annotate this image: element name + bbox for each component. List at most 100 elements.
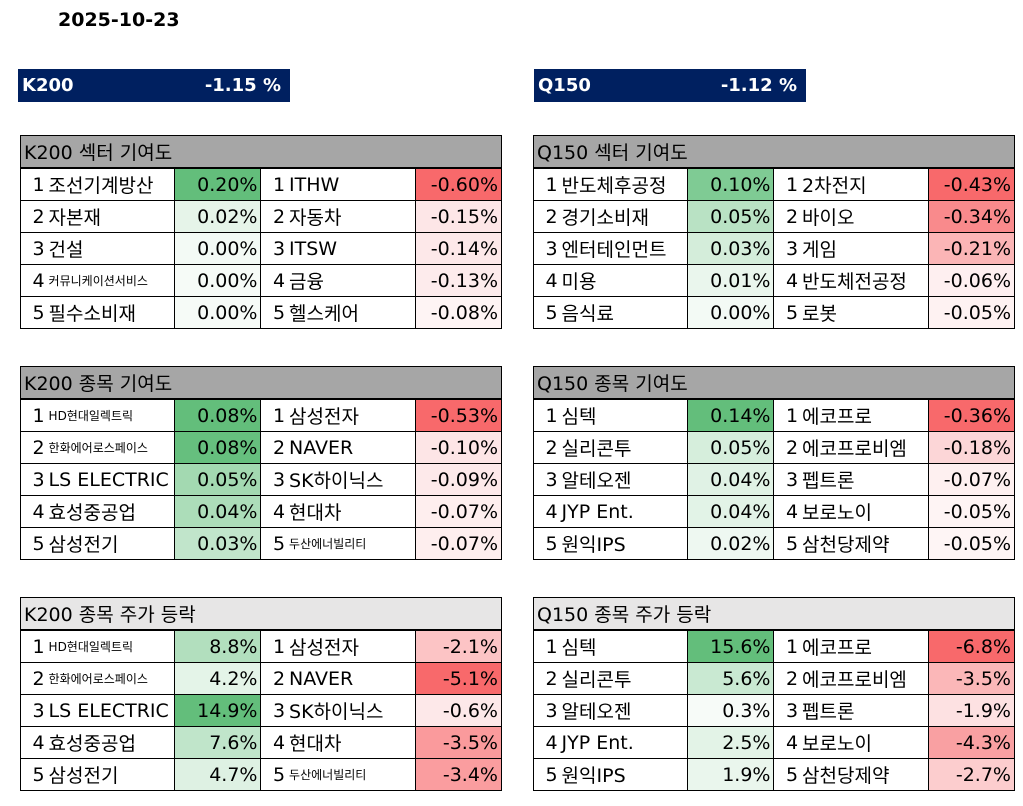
table-row: 1 조선기계방산 0.20% 1 ITHW -0.60% xyxy=(19,168,503,201)
rank-cell: 3 xyxy=(19,232,47,265)
gainer-value: 2.5% xyxy=(687,726,775,759)
gainer-name: 실리콘투 xyxy=(559,662,689,695)
contribution-block: Q150 섹터 기여도 1 반도체후공정 0.10% 1 2차전지 -0.43% 2 경기소비재… xyxy=(532,135,1016,329)
gainer-name: 효성중공업 xyxy=(46,726,176,759)
rank-cell: 4 xyxy=(532,495,560,528)
rank-cell: 4 xyxy=(773,726,801,759)
contribution-table: 1 HD현대일렉트릭 8.8% 1 삼성전자 -2.1% 2 한화에어로스페이스 4.2% 2 NA… xyxy=(19,630,503,791)
loser-value: -0.13% xyxy=(414,264,503,297)
rank-cell: 3 xyxy=(773,463,801,496)
gainer-value: 15.6% xyxy=(687,630,775,663)
gainer-value: 7.6% xyxy=(174,726,262,759)
contribution-block: K200 종목 기여도 1 HD현대일렉트릭 0.08% 1 삼성전자 -0.53% 2 한화에… xyxy=(19,366,503,560)
gainer-name: 원익IPS xyxy=(559,527,689,560)
loser-name: 자동차 xyxy=(287,200,416,233)
rank-cell: 1 xyxy=(532,399,560,432)
gainer-name: 한화에어로스페이스 xyxy=(46,431,176,464)
gainer-value: 0.08% xyxy=(174,399,262,432)
rank-cell: 1 xyxy=(532,168,560,201)
loser-name: ITHW xyxy=(287,168,416,201)
loser-value: -3.5% xyxy=(414,726,503,759)
gainer-value: 0.04% xyxy=(687,463,775,496)
table-row: 5 원익IPS 0.02% 5 삼천당제약 -0.05% xyxy=(532,527,1016,560)
loser-name: 펩트론 xyxy=(800,463,929,496)
table-row: 5 필수소비재 0.00% 5 헬스케어 -0.08% xyxy=(19,296,503,329)
table-row: 2 실리콘투 0.05% 2 에코프로비엠 -0.18% xyxy=(532,431,1016,464)
rank-cell: 2 xyxy=(19,200,47,233)
loser-value: -0.21% xyxy=(927,232,1016,265)
index-name: Q150 xyxy=(538,75,591,96)
contribution-table: 1 조선기계방산 0.20% 1 ITHW -0.60% 2 자본재 0.02% 2 자동차 -0.1… xyxy=(19,168,503,329)
loser-value: -0.6% xyxy=(414,694,503,727)
loser-name: 두산에너빌리티 xyxy=(287,758,416,791)
loser-name: 에코프로 xyxy=(800,399,929,432)
rank-cell: 1 xyxy=(532,630,560,663)
table-row: 1 HD현대일렉트릭 0.08% 1 삼성전자 -0.53% xyxy=(19,399,503,432)
rank-cell: 2 xyxy=(773,431,801,464)
rank-cell: 2 xyxy=(260,662,288,695)
table-row: 2 실리콘투 5.6% 2 에코프로비엠 -3.5% xyxy=(532,662,1016,695)
rank-cell: 5 xyxy=(532,758,560,791)
gainer-value: 5.6% xyxy=(687,662,775,695)
block-title: K200 종목 주가 등락 xyxy=(20,597,502,630)
gainer-name: 미용 xyxy=(559,264,689,297)
gainer-name: 알테오젠 xyxy=(559,694,689,727)
loser-value: -1.9% xyxy=(927,694,1016,727)
loser-value: -2.7% xyxy=(927,758,1016,791)
rank-cell: 2 xyxy=(532,200,560,233)
index-header-k200: K200 -1.15 % xyxy=(18,69,290,102)
gainer-value: 0.03% xyxy=(687,232,775,265)
rank-cell: 4 xyxy=(19,495,47,528)
gainer-value: 0.04% xyxy=(687,495,775,528)
loser-name: 삼성전자 xyxy=(287,630,416,663)
gainer-name: HD현대일렉트릭 xyxy=(46,399,176,432)
loser-name: 삼천당제약 xyxy=(800,527,929,560)
gainer-name: 필수소비재 xyxy=(46,296,176,329)
loser-name: NAVER xyxy=(287,431,416,464)
gainer-value: 8.8% xyxy=(174,630,262,663)
loser-name: 에코프로비엠 xyxy=(800,431,929,464)
loser-name: 보로노이 xyxy=(800,495,929,528)
block-title: K200 종목 기여도 xyxy=(20,366,502,399)
gainer-name: 삼성전기 xyxy=(46,527,176,560)
rank-cell: 5 xyxy=(19,527,47,560)
gainer-value: 14.9% xyxy=(174,694,262,727)
gainer-name: 음식료 xyxy=(559,296,689,329)
rank-cell: 2 xyxy=(532,662,560,695)
rank-cell: 1 xyxy=(773,399,801,432)
table-row: 4 JYP Ent. 2.5% 4 보로노이 -4.3% xyxy=(532,726,1016,759)
loser-value: -0.14% xyxy=(414,232,503,265)
contribution-block: Q150 종목 주가 등락 1 심텍 15.6% 1 에코프로 -6.8% 2 실리콘투 5.6%… xyxy=(532,597,1016,791)
loser-value: -0.06% xyxy=(927,264,1016,297)
rank-cell: 4 xyxy=(19,726,47,759)
loser-name: 바이오 xyxy=(800,200,929,233)
gainer-value: 0.00% xyxy=(687,296,775,329)
table-row: 3 엔터테인먼트 0.03% 3 게임 -0.21% xyxy=(532,232,1016,265)
loser-value: -0.10% xyxy=(414,431,503,464)
loser-name: 두산에너빌리티 xyxy=(287,527,416,560)
table-row: 5 삼성전기 4.7% 5 두산에너빌리티 -3.4% xyxy=(19,758,503,791)
loser-value: -6.8% xyxy=(927,630,1016,663)
rank-cell: 4 xyxy=(773,264,801,297)
rank-cell: 5 xyxy=(19,758,47,791)
gainer-name: 효성중공업 xyxy=(46,495,176,528)
loser-name: 삼성전자 xyxy=(287,399,416,432)
report-date: 2025-10-23 xyxy=(58,9,180,31)
loser-value: -0.08% xyxy=(414,296,503,329)
rank-cell: 1 xyxy=(260,399,288,432)
contribution-table: 1 심텍 0.14% 1 에코프로 -0.36% 2 실리콘투 0.05% 2 에코프로비엠 -0.1… xyxy=(532,399,1016,560)
contribution-table: 1 HD현대일렉트릭 0.08% 1 삼성전자 -0.53% 2 한화에어로스페이스 0.08%… xyxy=(19,399,503,560)
contribution-table: 1 반도체후공정 0.10% 1 2차전지 -0.43% 2 경기소비재 0.05% 2 바이오 -0… xyxy=(532,168,1016,329)
rank-cell: 2 xyxy=(773,200,801,233)
loser-name: 에코프로비엠 xyxy=(800,662,929,695)
loser-value: -5.1% xyxy=(414,662,503,695)
block-title: Q150 섹터 기여도 xyxy=(533,135,1015,168)
gainer-name: 경기소비재 xyxy=(559,200,689,233)
table-row: 3 건설 0.00% 3 ITSW -0.14% xyxy=(19,232,503,265)
rank-cell: 5 xyxy=(532,527,560,560)
loser-name: 헬스케어 xyxy=(287,296,416,329)
rank-cell: 5 xyxy=(773,527,801,560)
loser-value: -0.34% xyxy=(927,200,1016,233)
loser-name: 현대차 xyxy=(287,495,416,528)
loser-value: -0.15% xyxy=(414,200,503,233)
